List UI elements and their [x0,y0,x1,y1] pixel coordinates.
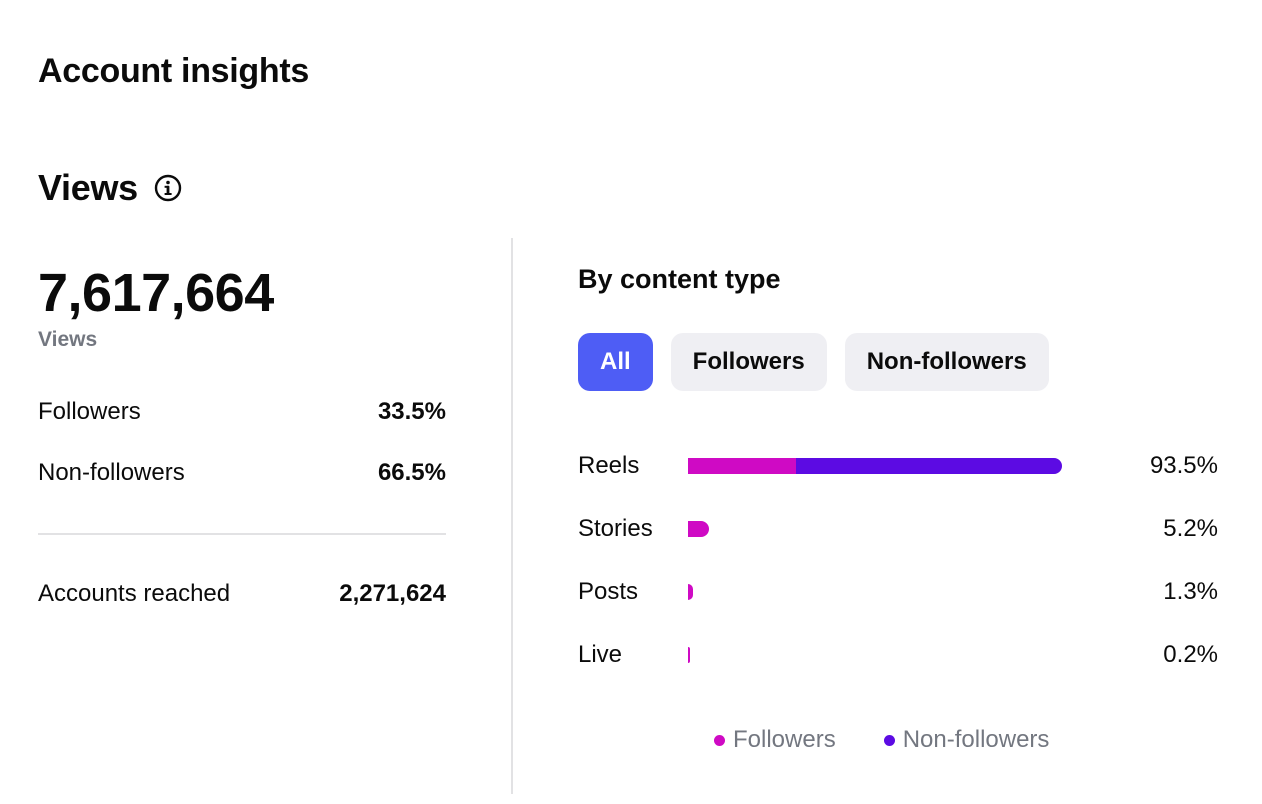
bar-track [688,521,1088,537]
category-label: Stories [578,515,653,542]
non-followers-stat-label: Non-followers [38,459,185,486]
bar-segment-followers [688,584,694,600]
panel-divider [511,238,513,794]
non-followers-stat-row: Non-followers 66.5% [38,459,446,487]
legend-label: Followers [733,726,836,753]
accounts-reached-value: 2,271,624 [339,580,446,607]
summary-divider [38,533,446,535]
content-type-tabs: All Followers Non-followers [578,333,1049,391]
info-icon[interactable] [153,173,183,203]
tab-non-followers[interactable]: Non-followers [844,333,1049,391]
non-followers-dot-icon [883,734,895,746]
accounts-reached-row: Accounts reached 2,271,624 [38,580,446,608]
accounts-reached-label: Accounts reached [38,580,231,607]
followers-stat-label: Followers [38,398,141,425]
chart-legend: Followers Non-followers [714,726,1049,754]
followers-stat-row: Followers 33.5% [38,398,446,426]
followers-dot-icon [714,734,725,746]
bar-track [688,647,1088,663]
bar-live [688,647,690,663]
bar-segment-followers [688,647,690,663]
bar-posts [688,584,694,600]
bar-value-label: 5.2% [1163,515,1218,542]
bar-segment-followers [688,521,709,537]
bar-row-posts: Posts 1.3% [578,577,1218,607]
bar-segment-non-followers [796,458,1062,474]
content-type-title: By content type [578,264,781,294]
bar-stories [688,521,709,537]
section-title: Views [38,167,138,208]
tab-followers[interactable]: Followers [670,333,827,391]
followers-stat-value: 33.5% [377,398,446,425]
bar-row-live: Live 0.2% [578,640,1218,670]
legend-item-non-followers: Non-followers [883,726,1050,754]
bar-row-stories: Stories 5.2% [578,514,1218,544]
total-views-value: 7,617,664 [38,263,274,323]
category-label: Live [578,641,623,668]
page-title: Account insights [38,52,309,90]
tab-all[interactable]: All [578,333,653,391]
bar-value-label: 0.2% [1163,641,1218,668]
non-followers-stat-value: 66.5% [377,459,446,486]
bar-segment-followers [688,458,797,474]
bar-track [688,458,1088,474]
bar-value-label: 1.3% [1163,578,1218,605]
bar-row-reels: Reels 93.5% [578,451,1218,481]
bar-track [688,584,1088,600]
bar-value-label: 93.5% [1149,452,1218,479]
bar-reels [688,458,1062,474]
legend-item-followers: Followers [714,726,836,754]
category-label: Reels [578,452,640,479]
category-label: Posts [578,578,639,605]
total-views-label: Views [38,328,98,351]
legend-label: Non-followers [902,726,1050,753]
